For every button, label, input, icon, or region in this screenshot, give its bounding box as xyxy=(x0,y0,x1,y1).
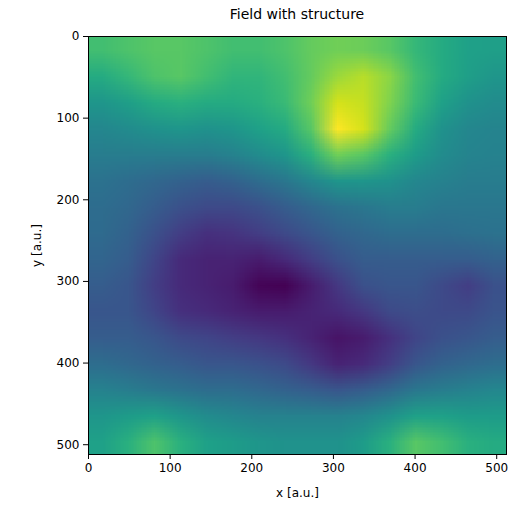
svg-text:x [a.u.]: x [a.u.] xyxy=(276,486,319,500)
svg-text:100: 100 xyxy=(57,111,80,125)
svg-text:y [a.u.]: y [a.u.] xyxy=(30,224,44,267)
html-text:Field with structure: Field with structure xyxy=(229,6,365,22)
svg-text:300: 300 xyxy=(322,461,345,475)
svg-text:500: 500 xyxy=(485,461,508,475)
svg-text:400: 400 xyxy=(404,461,427,475)
svg-text:100: 100 xyxy=(159,461,182,475)
svg-text:500: 500 xyxy=(57,438,80,452)
svg-text:200: 200 xyxy=(57,193,80,207)
svg-text:200: 200 xyxy=(240,461,263,475)
svg-text:0: 0 xyxy=(72,29,80,43)
svg-text:300: 300 xyxy=(57,274,80,288)
svg-text:0: 0 xyxy=(85,461,93,475)
svg-text:400: 400 xyxy=(57,356,80,370)
